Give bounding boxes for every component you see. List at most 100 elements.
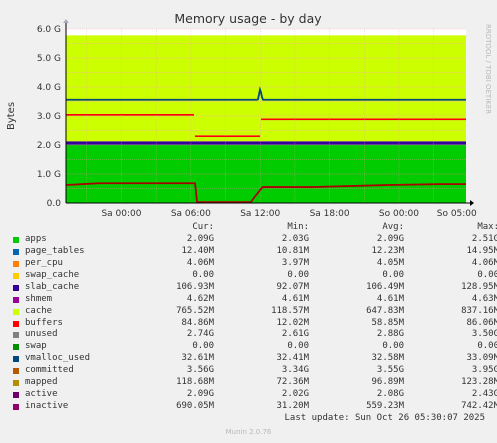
y-tick-label: 2.0 G	[37, 141, 61, 151]
legend-header: Cur: Min: Avg: Max:	[13, 222, 497, 234]
line-inactive	[65, 182, 466, 204]
legend-row-buffers: buffers 84.86M 12.02M 58.85M 86.06M	[13, 317, 497, 330]
x-tick-label: Sa 00:00	[101, 209, 141, 219]
chart-title: Memory usage - by day	[174, 11, 322, 26]
legend-swatch	[13, 332, 19, 339]
legend-value-avg: 58.85M	[371, 317, 404, 328]
legend-series-name: unused	[25, 329, 58, 340]
legend-value-min: 2.02G	[281, 389, 309, 400]
legend-swatch	[13, 284, 19, 291]
munin-version-text: Munin 2.0.76	[225, 428, 272, 436]
x-tick-label: So 05:00	[437, 209, 477, 219]
legend-value-min: 72.36M	[276, 377, 309, 388]
rrdtool-credit: RRDTOOL / TOBI OETIKER	[484, 24, 492, 114]
legend-value-cur: 84.86M	[181, 317, 214, 328]
legend-value-avg: 2.09G	[376, 233, 404, 244]
legend-swatch	[13, 272, 19, 279]
legend-value-min: 32.41M	[276, 353, 309, 364]
legend-header-cur: Cur:	[192, 222, 214, 232]
legend-swatch	[13, 404, 19, 411]
area-slab-cache	[66, 141, 466, 145]
legend-series-name: swap	[25, 341, 47, 352]
legend-row-committed: committed 3.56G 3.34G 3.55G 3.95G	[13, 365, 497, 377]
legend-row-swap: swap 0.00 0.00 0.00 0.00	[13, 341, 497, 353]
legend-series-name: vmalloc_used	[25, 353, 91, 364]
legend-series-name: swap_cache	[25, 269, 80, 280]
legend-value-cur: 0.00	[192, 269, 214, 280]
legend-series-name: page_tables	[25, 245, 85, 256]
legend-swatch	[13, 356, 19, 363]
legend-series-name: cache	[25, 305, 53, 316]
legend-value-max: 33.09M	[466, 353, 497, 364]
line-committed	[66, 86, 466, 101]
legend-value-max: 0.00	[477, 341, 497, 352]
legend-series-name: committed	[25, 365, 74, 376]
x-axis-arrow	[470, 200, 474, 206]
legend-swatch	[13, 344, 19, 351]
legend-value-max: 86.06M	[466, 317, 497, 328]
legend-value-min: 3.97M	[281, 257, 309, 268]
legend-value-cur: 765.52M	[176, 305, 214, 316]
legend-value-cur: 106.93M	[176, 281, 214, 292]
x-tick-label: So 00:00	[379, 209, 419, 219]
legend-value-avg: 106.49M	[366, 281, 404, 292]
legend-value-max: 837.16M	[461, 305, 497, 316]
y-axis-arrow	[63, 19, 69, 23]
legend-series-name: apps	[25, 233, 47, 244]
legend-series-name: active	[25, 389, 58, 400]
legend-series-name: inactive	[25, 401, 69, 412]
legend-value-cur: 2.09G	[186, 233, 214, 244]
legend-row-page-tables: page_tables 12.40M 10.81M 12.23M 14.95M	[13, 245, 497, 258]
legend-row-apps: apps 2.09G 2.03G 2.09G 2.51G	[13, 233, 497, 246]
legend-value-min: 0.00	[287, 269, 309, 280]
legend-value-min: 3.34G	[281, 365, 309, 376]
legend-value-avg: 2.88G	[376, 329, 404, 340]
legend-value-avg: 0.00	[382, 269, 404, 280]
legend-value-max: 14.95M	[466, 245, 497, 256]
legend-swatch	[13, 236, 19, 243]
legend-row-vmalloc-used: vmalloc_used 32.61M 32.41M 32.58M 33.09M	[13, 353, 497, 365]
y-tick-label: 1.0 G	[37, 170, 61, 180]
legend-value-avg: 12.23M	[371, 245, 404, 256]
y-tick-label: 5.0 G	[37, 54, 61, 64]
legend-value-avg: 96.89M	[371, 377, 404, 388]
legend-series-name: shmem	[25, 293, 53, 304]
legend-value-cur: 4.62M	[186, 293, 214, 304]
legend-value-avg: 3.55G	[376, 365, 404, 376]
legend-value-cur: 2.09G	[186, 389, 214, 400]
legend-row-active: active 2.09G 2.02G 2.08G 2.43G	[13, 389, 497, 401]
legend-swatch	[13, 308, 19, 315]
y-tick-label: 3.0 G	[37, 112, 61, 122]
legend-value-min: 0.00	[287, 341, 309, 352]
legend-value-min: 2.61G	[281, 329, 309, 340]
legend-header-avg: Avg:	[382, 222, 404, 232]
legend-series-name: per_cpu	[25, 257, 63, 268]
legend-swatch	[13, 392, 19, 399]
legend-value-max: 742.42M	[461, 401, 497, 412]
legend-row-swap-cache: swap_cache 0.00 0.00 0.00 0.00	[13, 269, 497, 282]
y-tick-label: 0.0	[47, 199, 62, 209]
legend-value-avg: 559.23M	[366, 401, 404, 412]
legend-value-avg: 32.58M	[371, 353, 404, 364]
legend-value-max: 2.51G	[471, 233, 497, 244]
legend-value-cur: 32.61M	[181, 353, 214, 364]
legend-row-unused: unused 2.74G 2.61G 2.88G 3.50G	[13, 329, 497, 341]
legend-value-max: 2.43G	[471, 389, 497, 400]
legend-row-per-cpu: per_cpu 4.06M 3.97M 4.05M 4.06M	[13, 257, 497, 270]
area-buffers	[66, 114, 466, 137]
legend-value-cur: 12.40M	[181, 245, 214, 256]
y-tick-label: 4.0 G	[37, 83, 61, 93]
legend-value-avg: 4.05M	[376, 257, 404, 268]
y-tick-label: 6.0 G	[37, 25, 61, 35]
memory-chart: Memory usage - by day Bytes RRDTOOL / TOBI…	[6, 11, 492, 219]
legend-series-name: mapped	[25, 377, 58, 388]
legend-header-max: Max:	[477, 222, 497, 232]
legend-value-max: 4.63M	[471, 293, 497, 304]
last-update-text: Last update: Sun Oct 26 05:30:07 2025	[284, 413, 485, 423]
legend-value-cur: 3.56G	[186, 365, 214, 376]
legend-row-mapped: mapped 118.68M 72.36M 96.89M 123.28M	[13, 377, 497, 389]
legend-value-cur: 690.05M	[176, 401, 214, 412]
area-unused	[66, 35, 466, 136]
legend-swatch	[13, 380, 19, 387]
chart-legend: Cur: Min: Avg: Max: apps 2.09G 2.03G 2.09G 2…	[13, 222, 497, 413]
